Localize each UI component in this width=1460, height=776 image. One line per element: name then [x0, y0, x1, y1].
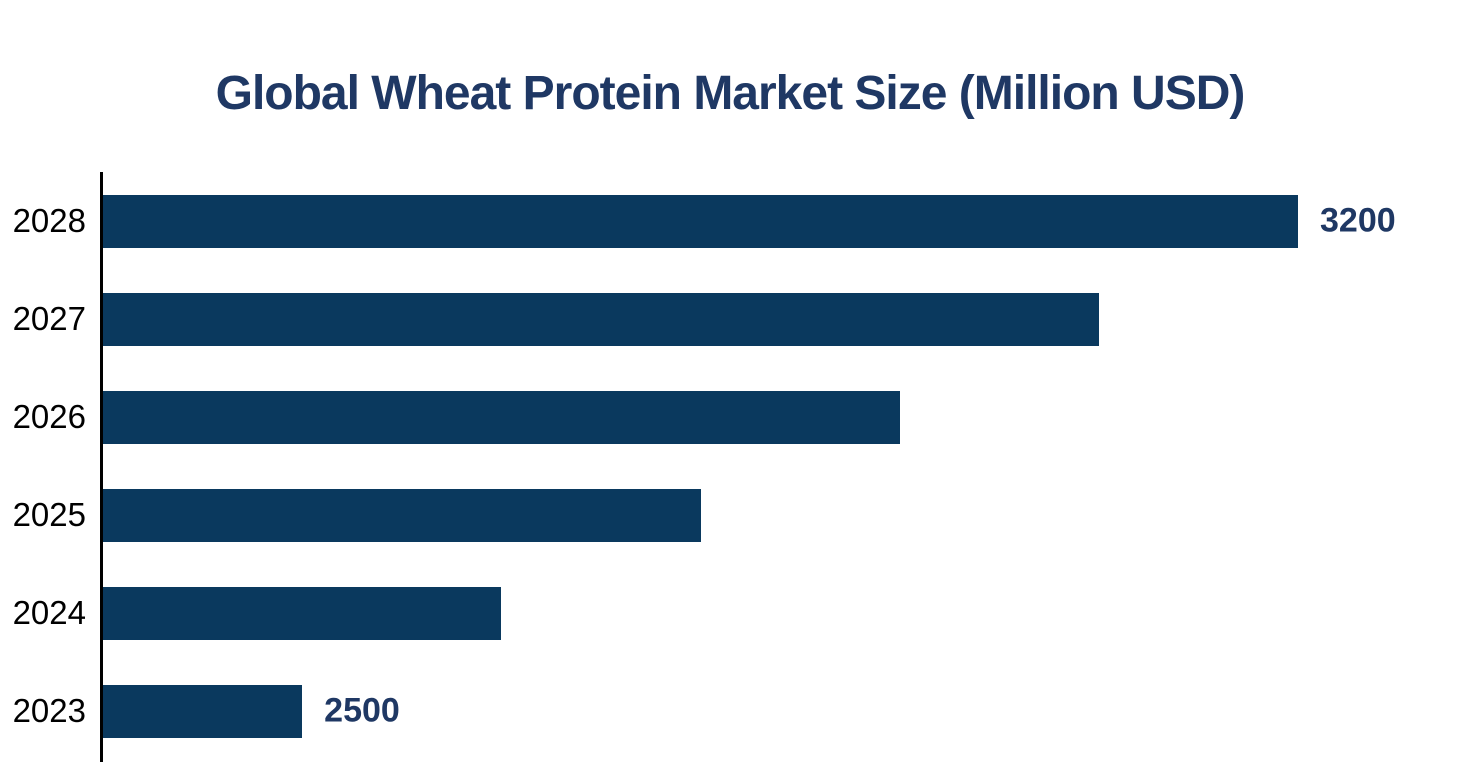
y-axis-line — [100, 172, 103, 762]
category-label: 2025 — [12, 496, 86, 533]
bar — [103, 292, 1099, 346]
bar-row: 2024 — [0, 564, 1460, 662]
value-label: 2500 — [324, 691, 400, 730]
bar — [103, 488, 701, 542]
bar-track — [103, 488, 1298, 542]
bar — [103, 390, 900, 444]
bar-row: 2025 — [0, 466, 1460, 564]
value-label: 3200 — [1320, 201, 1396, 240]
category-label: 2024 — [12, 594, 86, 631]
bar-track: 2500 — [103, 684, 1298, 738]
bar-track — [103, 586, 1298, 640]
category-label: 2028 — [12, 202, 86, 239]
bar-row: 2026 — [0, 368, 1460, 466]
category-label: 2026 — [12, 398, 86, 435]
bar — [103, 586, 502, 640]
bar-row: 2028 3200 — [0, 172, 1460, 270]
bar — [103, 194, 1298, 248]
chart-title: Global Wheat Protein Market Size (Millio… — [215, 67, 1246, 120]
bar — [103, 684, 303, 738]
category-label: 2027 — [12, 300, 86, 337]
bar-row: 2023 2500 — [0, 662, 1460, 760]
bar-row: 2027 — [0, 270, 1460, 368]
bar-chart: 2028 3200 2027 2026 2025 2024 — [0, 172, 1460, 776]
bar-track — [103, 292, 1298, 346]
bar-track: 3200 — [103, 194, 1396, 248]
bar-track — [103, 390, 1298, 444]
bar-rows: 2028 3200 2027 2026 2025 2024 — [0, 172, 1460, 760]
category-label: 2023 — [12, 692, 86, 729]
